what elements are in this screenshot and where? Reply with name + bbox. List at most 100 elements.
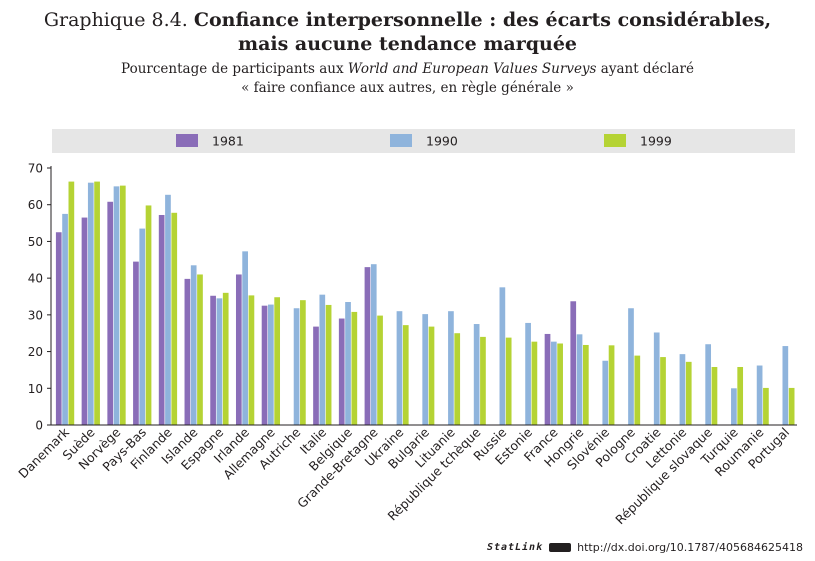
bar-1981: [107, 201, 114, 425]
bar-1999: [171, 212, 178, 425]
bar-1990: [422, 314, 429, 425]
chart-title-main-line1: Confiance interpersonnelle : des écarts …: [193, 9, 772, 31]
bar-1999: [428, 326, 435, 425]
bar-1999: [480, 336, 486, 425]
chart-title-prefix: Graphique 8.4.: [43, 9, 188, 31]
bar-1990: [165, 194, 171, 425]
bar-1990: [319, 294, 326, 425]
bar-1990: [756, 365, 763, 425]
bar-1990: [550, 341, 557, 425]
legend-label-1981: 1981: [212, 134, 244, 149]
y-tick-label: 50: [28, 235, 43, 249]
legend-swatch-1999: [604, 134, 626, 147]
legend-background: [52, 129, 795, 153]
y-tick-label: 70: [28, 162, 43, 176]
bar-1999: [711, 366, 718, 425]
footer: StatLink http://dx.doi.org/10.1787/40568…: [487, 541, 803, 554]
legend-swatch-1990: [390, 134, 412, 147]
bar-1999: [557, 343, 563, 425]
bar-1999: [377, 315, 383, 425]
statlink-label: StatLink: [486, 542, 544, 553]
bar-1999: [119, 185, 126, 425]
subtitle-italic: World and European Values Surveys: [347, 61, 597, 77]
legend-label-1999: 1999: [640, 134, 672, 149]
y-tick-label: 10: [28, 382, 43, 396]
y-tick-label: 40: [28, 272, 43, 286]
bar-1999: [685, 361, 692, 425]
bar-1999: [608, 345, 615, 425]
title-block: Graphique 8.4. Confiance interpersonnell…: [0, 8, 815, 98]
bar-1981: [544, 333, 551, 425]
bar-1999: [274, 297, 281, 425]
bar-1990: [499, 287, 506, 425]
bar-1981: [235, 274, 242, 425]
bar-1990: [62, 213, 68, 425]
y-tick-label: 0: [35, 419, 43, 433]
bar-1981: [313, 326, 319, 425]
bar-1990: [653, 332, 660, 425]
y-tick-label: 30: [28, 308, 43, 322]
bar-1981: [261, 305, 268, 425]
chart-subtitle-line1: Pourcentage de participants aux World an…: [0, 60, 815, 79]
bar-1999: [763, 387, 769, 425]
bar-1999: [402, 325, 409, 425]
chart-subtitle-line2: « faire confiance aux autres, en règle g…: [241, 80, 574, 96]
bar-1999: [222, 292, 229, 425]
bar-1999: [325, 304, 332, 425]
bar-1981: [55, 232, 62, 425]
bar-1990: [525, 322, 531, 425]
bar-1981: [81, 217, 88, 425]
bar-1999: [582, 344, 589, 425]
bar-1990: [268, 304, 274, 425]
bar-1999: [351, 311, 358, 425]
bar-1990: [293, 308, 300, 425]
axes: [50, 166, 797, 426]
statlink-icon: [549, 543, 572, 552]
bar-1990: [679, 354, 686, 425]
subtitle-part1: Pourcentage de participants aux: [121, 61, 348, 77]
bar-1999: [531, 341, 538, 425]
chart-title-main-line2: mais aucune tendance marquée: [237, 33, 578, 55]
legend: 1981 1990 1999: [52, 129, 795, 153]
bar-1990: [473, 324, 480, 425]
y-tick-label: 20: [28, 345, 43, 359]
bar-1981: [364, 267, 371, 425]
bar-1999: [788, 387, 795, 425]
bar-1990: [705, 344, 712, 425]
bar-1999: [94, 181, 100, 425]
bar-1999: [145, 205, 152, 425]
bar-1990: [370, 264, 377, 425]
bar-1990: [602, 360, 609, 425]
bar-1999: [248, 295, 255, 425]
bar-1999: [737, 366, 744, 425]
bar-1999: [660, 357, 666, 425]
bar-1990: [628, 308, 634, 425]
bar-1999: [300, 300, 306, 425]
bar-1990: [113, 186, 120, 425]
bar-1990: [242, 251, 248, 425]
bar-1990: [216, 298, 223, 425]
bar-1999: [454, 333, 461, 425]
bar-1999: [634, 355, 641, 425]
bar-1999: [197, 274, 203, 425]
subtitle-part2: ayant déclaré: [596, 61, 694, 77]
bar-1990: [448, 311, 454, 425]
bar-1990: [576, 334, 583, 425]
legend-label-1990: 1990: [426, 134, 458, 149]
bar-1990: [87, 182, 94, 425]
bars: [55, 181, 795, 425]
bar-1990: [139, 228, 146, 425]
bar-1981: [133, 261, 139, 425]
bar-1981: [338, 318, 345, 425]
bar-1990: [345, 302, 351, 425]
legend-swatch-1981: [176, 134, 198, 147]
x-axis-categories: DanemarkSuèdeNorvègePays-BasFinlandeIsla…: [15, 424, 792, 527]
bar-1981: [570, 301, 577, 425]
bar-1981: [158, 214, 165, 425]
bar-1999: [505, 337, 512, 425]
bar-1990: [782, 346, 789, 425]
chart-title-line1: Graphique 8.4. Confiance interpersonnell…: [0, 8, 815, 32]
statlink-url[interactable]: http://dx.doi.org/10.1787/405684625418: [577, 541, 803, 554]
bar-1981: [184, 278, 191, 425]
y-tick-label: 60: [28, 198, 43, 212]
